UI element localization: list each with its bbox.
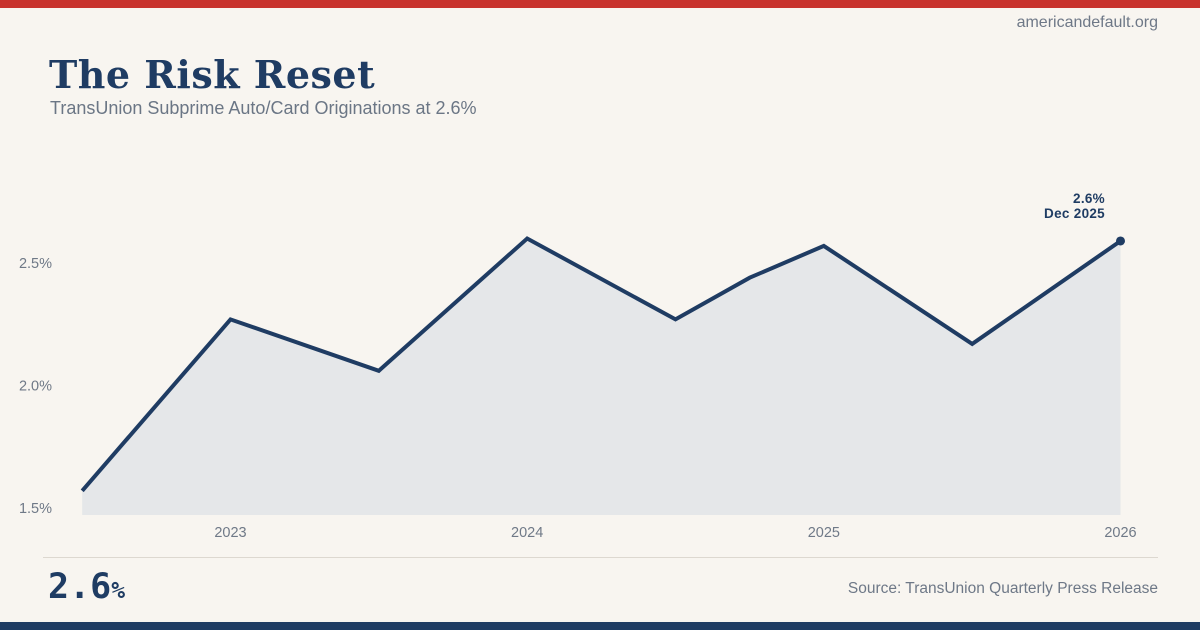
y-tick-label: 2.0% [19,379,52,395]
y-tick-label: 1.5% [19,501,52,517]
y-tick-label: 2.5% [19,256,52,272]
footer-divider [43,557,1158,558]
annotation-date: Dec 2025 [1044,206,1105,221]
trend-line [80,236,1122,493]
area-fill [82,238,1121,515]
x-tick-label: 2026 [1104,525,1136,541]
top-accent-bar [0,0,1200,8]
bottom-accent-bar [0,622,1200,630]
endpoint-annotation: 2.6% Dec 2025 [1044,191,1105,221]
x-tick-label: 2023 [214,525,246,541]
page-title: The Risk Reset [49,52,376,97]
source-attribution: Source: TransUnion Quarterly Press Relea… [847,580,1158,597]
x-tick-label: 2025 [808,525,840,541]
annotation-value: 2.6% [1073,191,1105,206]
x-tick-label: 2024 [511,525,543,541]
y-axis-tick-labels: 1.5% 2.0% 2.5% [19,256,52,517]
footer-stat-suffix: % [111,578,126,604]
page-subtitle: TransUnion Subprime Auto/Card Originatio… [50,98,477,118]
x-axis-tick-labels: 2023 2024 2025 2026 [214,525,1136,541]
footer-stat-value: 2.6 [48,567,112,607]
endpoint-dot [1116,236,1125,246]
footer-stat: 2.6% [48,569,125,611]
site-label: americandefault.org [1016,14,1158,31]
